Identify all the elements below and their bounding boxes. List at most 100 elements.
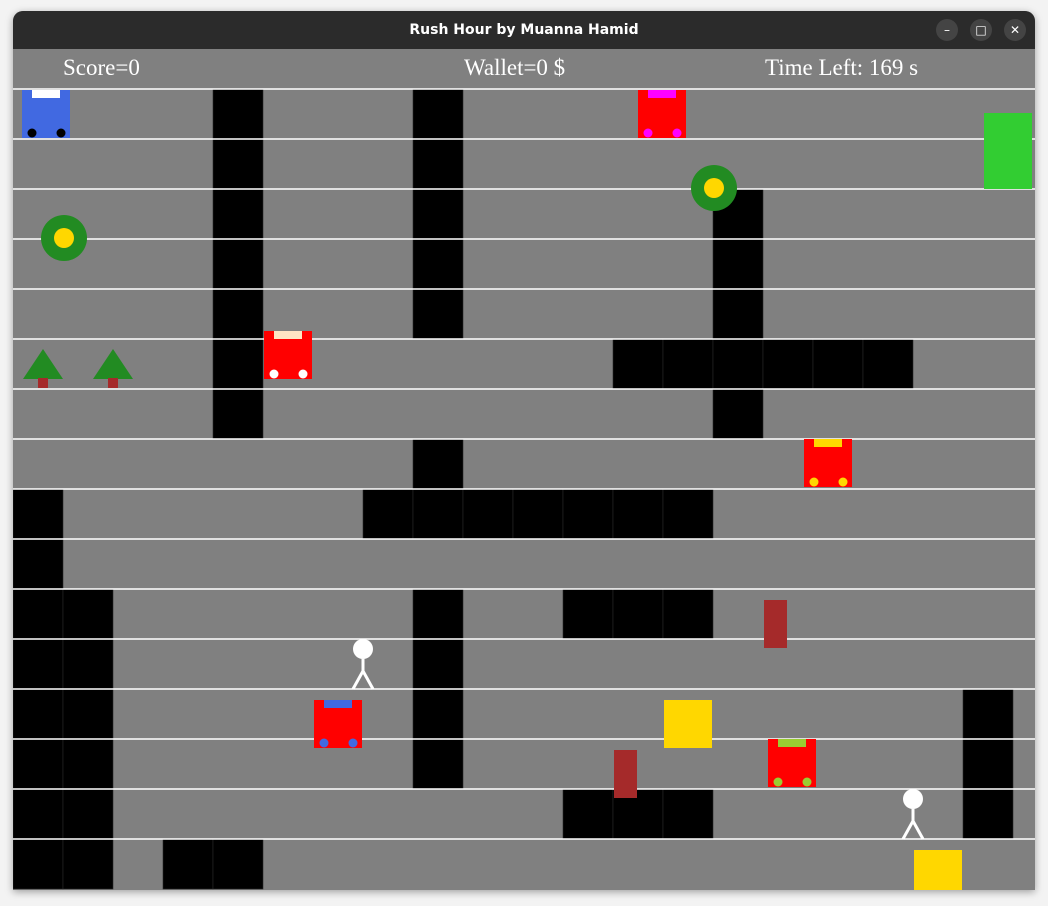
npc-car-wheel [809, 477, 819, 487]
building-block [962, 788, 1014, 840]
building-block [62, 738, 114, 790]
npc-car-wheel [298, 369, 308, 379]
building-block [412, 188, 464, 240]
building-block [712, 288, 764, 340]
passenger-leg [361, 670, 375, 690]
building-block [412, 638, 464, 690]
building-block [13, 838, 64, 890]
building-block [62, 688, 114, 740]
building-block [962, 738, 1014, 790]
building-block [62, 788, 114, 840]
building-block [162, 838, 214, 890]
score-label: Score=0 [63, 55, 140, 80]
building-block [212, 288, 264, 340]
building-block [512, 488, 564, 540]
destination-zone [984, 113, 1032, 189]
obstacle-block [764, 600, 787, 648]
window-title: Rush Hour by Muanna Hamid [409, 22, 639, 38]
building-block [962, 688, 1014, 740]
npc-car-wheel [838, 477, 848, 487]
building-block [462, 488, 514, 540]
building-block [662, 788, 714, 840]
building-block [62, 588, 114, 640]
npc-car-roof [648, 90, 676, 98]
passenger-icon[interactable] [903, 789, 923, 809]
npc-car-roof [274, 331, 302, 339]
building-block [13, 588, 64, 640]
building-block [13, 738, 64, 790]
time-left-label: Time Left: 169 s [765, 55, 919, 80]
building-block [562, 588, 614, 640]
building-block [212, 88, 264, 140]
building-block [212, 138, 264, 190]
building-block [412, 238, 464, 290]
npc-car-roof [814, 439, 842, 447]
building-block [412, 288, 464, 340]
passenger-leg [911, 820, 925, 840]
building-block [13, 688, 64, 740]
building-block [712, 238, 764, 290]
building-block [612, 338, 664, 390]
building-block [412, 438, 464, 490]
passenger-leg [351, 670, 365, 690]
building-block [212, 338, 264, 390]
building-block [662, 338, 714, 390]
npc-car-wheel [643, 128, 653, 138]
coin-center [704, 178, 724, 198]
building-block [662, 588, 714, 640]
game-canvas[interactable]: Score=0 Wallet=0 $ Time Left: 169 s [13, 49, 1035, 890]
obstacle-block [614, 750, 637, 798]
dropoff-zone [664, 700, 712, 748]
npc-car-roof [778, 739, 806, 747]
close-button[interactable]: ✕ [1004, 19, 1026, 41]
tree-icon [23, 349, 63, 379]
npc-car-wheel [319, 738, 329, 748]
passenger-leg [901, 820, 915, 840]
building-block [412, 688, 464, 740]
tree-icon [93, 349, 133, 379]
coin-center [54, 228, 74, 248]
building-block [212, 188, 264, 240]
game-board[interactable] [13, 49, 1035, 890]
building-block [362, 488, 414, 540]
npc-car-wheel [672, 128, 682, 138]
npc-car-wheel [802, 777, 812, 787]
player-car-wheel [56, 128, 66, 138]
building-block [412, 138, 464, 190]
player-car-wheel [27, 128, 37, 138]
building-block [212, 838, 264, 890]
dropoff-zone [914, 850, 962, 890]
building-block [612, 488, 664, 540]
building-block [412, 488, 464, 540]
building-block [712, 338, 764, 390]
building-block [612, 588, 664, 640]
building-block [662, 488, 714, 540]
tree-trunk [38, 378, 48, 388]
building-block [412, 88, 464, 140]
building-block [212, 388, 264, 440]
maximize-button[interactable]: □ [970, 19, 992, 41]
building-block [862, 338, 914, 390]
building-block [13, 488, 64, 540]
building-block [62, 638, 114, 690]
tree-trunk [108, 378, 118, 388]
building-block [13, 788, 64, 840]
minimize-button[interactable]: – [936, 19, 958, 41]
building-block [812, 338, 864, 390]
npc-car-roof [324, 700, 352, 708]
npc-car-wheel [269, 369, 279, 379]
building-block [562, 788, 614, 840]
wallet-label: Wallet=0 $ [464, 55, 566, 80]
building-block [412, 588, 464, 640]
building-block [13, 638, 64, 690]
building-block [412, 738, 464, 790]
building-block [13, 538, 64, 590]
building-block [212, 238, 264, 290]
building-block [712, 388, 764, 440]
game-window: Rush Hour by Muanna Hamid – □ ✕ Score=0 … [13, 11, 1035, 890]
building-block [762, 338, 814, 390]
player-car-roof [32, 90, 60, 98]
building-block [562, 488, 614, 540]
passenger-icon[interactable] [353, 639, 373, 659]
title-bar: Rush Hour by Muanna Hamid – □ ✕ [13, 11, 1035, 49]
